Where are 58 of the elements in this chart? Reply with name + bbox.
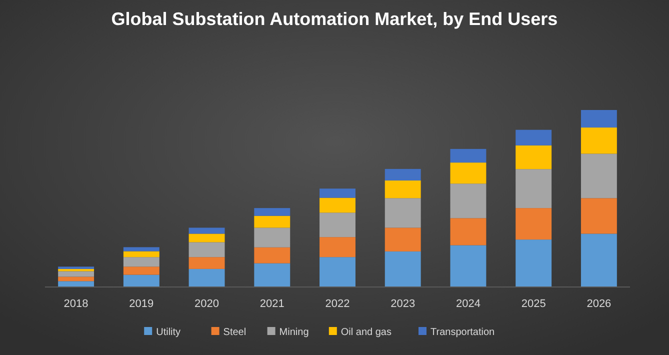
bar	[254, 216, 290, 228]
bar	[254, 263, 290, 287]
bar	[450, 184, 486, 218]
x-tick-label: 2018	[64, 298, 88, 310]
bar	[320, 188, 356, 198]
bar	[516, 240, 552, 287]
bar	[320, 212, 356, 238]
bar	[254, 228, 290, 248]
x-tick-label: 2020	[194, 298, 220, 310]
bar	[188, 268, 225, 287]
bar	[123, 247, 160, 252]
x-tick-label: 2022	[325, 298, 350, 310]
bar	[516, 145, 552, 170]
bar	[58, 276, 94, 282]
bar	[580, 128, 617, 154]
bar	[188, 228, 225, 234]
bar	[516, 130, 552, 146]
x-tick-label: 2021	[260, 298, 284, 310]
bar	[384, 168, 421, 180]
chart-title: Global Substation Automation Market, by End Users	[111, 9, 558, 29]
bar	[188, 257, 225, 269]
bar	[580, 198, 617, 234]
bar	[384, 198, 421, 228]
bar	[188, 234, 225, 242]
legend-label: Steel	[223, 327, 246, 338]
bar	[123, 266, 160, 275]
bar	[516, 208, 552, 240]
bar	[450, 218, 486, 246]
bar	[58, 281, 94, 287]
bar	[450, 148, 486, 163]
bar	[320, 198, 356, 213]
legend-label: Oil and gas	[340, 327, 392, 338]
x-tick-label: 2019	[129, 298, 154, 310]
legend-label: Utility	[156, 327, 181, 338]
bar	[123, 257, 160, 267]
bar	[320, 237, 356, 258]
bar	[516, 169, 552, 208]
bar	[384, 180, 421, 198]
bar	[254, 208, 290, 216]
legend-label: Transportation	[430, 327, 495, 338]
bar	[123, 251, 160, 258]
x-tick-label: 2024	[456, 298, 480, 310]
bar	[580, 234, 617, 287]
bar	[188, 242, 225, 258]
bar	[384, 251, 421, 287]
bar	[580, 110, 617, 128]
bar	[580, 154, 617, 198]
bar	[123, 274, 160, 287]
bar	[254, 247, 290, 264]
bar	[384, 228, 421, 252]
x-tick-label: 2026	[586, 298, 612, 310]
bar	[450, 245, 486, 287]
bar	[58, 271, 94, 277]
bar	[450, 162, 486, 184]
legend-label: Mining	[279, 327, 309, 338]
bar	[320, 257, 356, 287]
x-tick-label: 2025	[521, 298, 546, 310]
x-tick-label: 2023	[390, 298, 416, 310]
